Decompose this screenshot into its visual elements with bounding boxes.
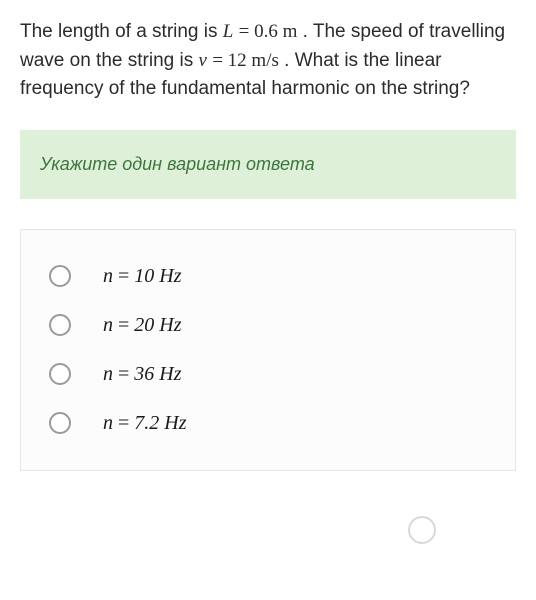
choice-value: 36 Hz (134, 363, 181, 385)
choice-4[interactable]: n = 7.2 Hz (49, 399, 487, 448)
choice-value: 7.2 Hz (134, 412, 186, 434)
choices-box: n = 10 Hz n = 20 Hz n = 36 Hz n = 7.2 Hz (20, 229, 516, 471)
choice-3[interactable]: n = 36 Hz (49, 350, 487, 399)
radio-icon (49, 314, 71, 336)
choice-2[interactable]: n = 20 Hz (49, 301, 487, 350)
choice-label: n = 20 Hz (103, 314, 182, 337)
q-L-var: L (223, 21, 234, 42)
q-L-val: = 0.6 m (239, 21, 298, 42)
choice-value: 10 Hz (134, 265, 181, 287)
radio-icon (49, 363, 71, 385)
choice-1[interactable]: n = 10 Hz (49, 252, 487, 301)
choice-eq: = (113, 265, 134, 287)
loading-icon (408, 516, 436, 544)
choice-label: n = 7.2 Hz (103, 412, 187, 435)
radio-icon (49, 412, 71, 434)
instruction-banner: Укажите один вариант ответа (20, 130, 516, 199)
choice-label: n = 10 Hz (103, 265, 182, 288)
q-v-val: = 12 m/s (212, 50, 279, 71)
question-text: The length of a string is L = 0.6 m . Th… (20, 18, 516, 104)
choice-eq: = (113, 363, 134, 385)
q-part-1: The length of a string is (20, 21, 223, 42)
instruction-text: Укажите один вариант ответа (40, 154, 315, 174)
choice-var: n (103, 363, 113, 385)
choice-var: n (103, 265, 113, 287)
choice-value: 20 Hz (134, 314, 181, 336)
choice-var: n (103, 412, 113, 434)
choice-label: n = 36 Hz (103, 363, 182, 386)
choice-var: n (103, 314, 113, 336)
q-v-var: v (198, 50, 206, 71)
choice-eq: = (113, 314, 134, 336)
choice-eq: = (113, 412, 134, 434)
radio-icon (49, 265, 71, 287)
